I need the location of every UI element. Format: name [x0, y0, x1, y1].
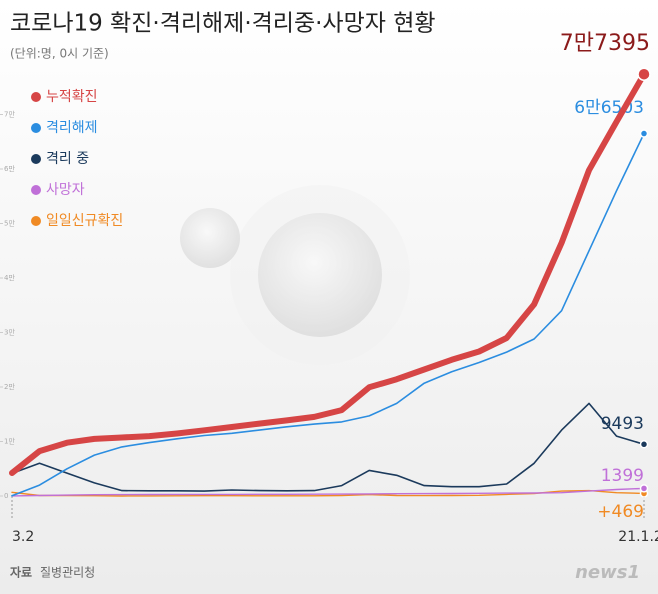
legend-label: 사망자	[46, 182, 85, 198]
source-label: 자료	[10, 565, 32, 580]
legend-marker	[31, 92, 41, 102]
series-line	[9, 71, 647, 476]
y-tick-label: 0	[4, 492, 8, 500]
x-tick-label: 3.2	[12, 529, 34, 545]
y-tick-label: 3만	[4, 328, 15, 337]
end-label: +469	[597, 502, 644, 522]
y-tick-label: 5만	[4, 219, 15, 228]
end-point	[639, 484, 649, 493]
virus-illustration	[180, 185, 410, 365]
legend-marker	[31, 185, 41, 195]
end-label: 1399	[601, 466, 644, 486]
chart-title: 코로나19 확진·격리해제·격리중·사망자 현황	[10, 11, 436, 37]
source: 질병관리청	[40, 566, 95, 580]
series-line	[11, 132, 645, 497]
y-tick-label: 7만	[4, 110, 15, 119]
y-tick-label: 2만	[4, 382, 15, 391]
y-tick-label: 1만	[4, 437, 15, 446]
y-tick-label: 6만	[4, 164, 15, 173]
subtitle: (단위:명, 0시 기준)	[10, 47, 109, 61]
legend-label: 격리해제	[46, 120, 98, 136]
series-line	[11, 402, 645, 492]
legend-marker	[31, 216, 41, 226]
y-tick-label: 4만	[4, 273, 15, 282]
series-line	[11, 487, 645, 497]
legend-label: 누적확진	[46, 89, 98, 105]
end-point	[637, 67, 651, 81]
end-label: 6만6503	[574, 98, 644, 118]
legend-marker	[31, 123, 41, 133]
legend-marker	[31, 154, 41, 164]
end-point	[639, 440, 649, 449]
end-label: 9493	[601, 414, 644, 434]
end-label: 7만7395	[560, 31, 650, 56]
x-tick-label: 21.1.29	[618, 529, 658, 545]
logo: news1	[575, 562, 640, 583]
legend-label: 일일신규확진	[46, 213, 123, 229]
legend-label: 격리 중	[46, 151, 89, 167]
end-point	[639, 129, 649, 138]
